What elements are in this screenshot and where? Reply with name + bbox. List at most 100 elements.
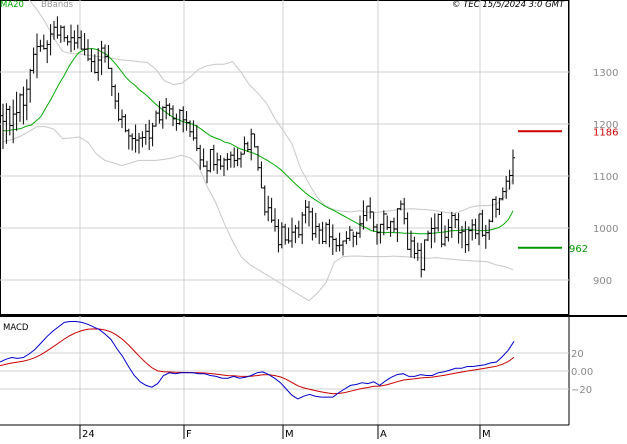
ohlc-bar: [133, 124, 138, 153]
ohlc-bar: [174, 113, 179, 131]
price-tick-label: 1300: [593, 68, 618, 79]
price-tick-label: 900: [593, 276, 612, 287]
time-tick-label: M: [482, 429, 491, 440]
ohlc-bar: [262, 185, 267, 216]
ohlc-bar: [235, 148, 240, 167]
price-tick-label: 1100: [593, 172, 618, 183]
ohlc-bar: [494, 196, 498, 218]
ohlc-bar: [58, 25, 63, 43]
ohlc-bar: [453, 213, 458, 228]
ohlc-bar: [480, 209, 485, 237]
ohlc-bar: [463, 221, 468, 253]
ohlc-bar: [266, 195, 271, 222]
ohlc-bar: [303, 199, 308, 224]
ohlc-bar: [106, 44, 111, 69]
ohlc-bar: [412, 236, 417, 259]
ohlc-bar: [361, 200, 366, 230]
ohlc-bar: [143, 124, 148, 145]
ohlc-bar: [211, 144, 216, 171]
bbands-lower: [2, 126, 514, 302]
ohlc-bar: [419, 243, 424, 278]
macd-tick-label: 0.00: [571, 367, 593, 378]
ohlc-bar: [130, 133, 135, 151]
ohlc-bars: [1, 16, 515, 278]
macd-axis: 20 0.00 −20: [571, 349, 593, 396]
ohlc-bar: [65, 35, 70, 46]
ohlc-bar: [31, 47, 36, 74]
ohlc-bar: [269, 197, 274, 223]
ohlc-bar: [11, 99, 16, 144]
ohlc-bar: [409, 230, 413, 258]
ohlc-bar: [208, 148, 213, 173]
ohlc-bar: [18, 93, 22, 122]
ohlc-bar: [368, 197, 373, 219]
ohlc-bar: [473, 218, 478, 239]
ohlc-bar: [188, 120, 192, 137]
ohlc-bar: [140, 131, 145, 148]
ohlc-bar: [89, 48, 94, 72]
ohlc-bar: [52, 21, 56, 40]
ohlc-bar: [4, 103, 9, 144]
ohlc-bar: [225, 153, 230, 171]
ohlc-bar: [184, 111, 189, 131]
ohlc-bar: [232, 147, 237, 168]
ohlc-bar: [439, 211, 444, 248]
ohlc-bar: [283, 223, 288, 245]
ohlc-bar: [181, 106, 186, 133]
ohlc-bar: [405, 212, 410, 250]
ohlc-bar: [388, 220, 393, 237]
ohlc-bar: [324, 222, 328, 245]
ohlc-bar: [228, 151, 233, 168]
price-tick-label: 1200: [593, 120, 618, 131]
ohlc-bar: [259, 161, 264, 189]
price-tick-label: 1000: [593, 224, 618, 235]
ohlc-bar: [215, 152, 220, 174]
ohlc-bar: [45, 40, 50, 64]
ohlc-bar: [364, 205, 369, 222]
ohlc-bar: [426, 230, 430, 241]
ohlc-bar: [82, 33, 87, 56]
macd-lines: [0, 321, 515, 400]
macd-label: MACD: [3, 323, 29, 333]
ohlc-bar: [310, 207, 315, 241]
macd-signal-line: [0, 328, 515, 395]
ohlc-bar: [466, 226, 471, 252]
ohlc-bar: [201, 148, 206, 168]
ohlc-bar: [290, 217, 294, 248]
time-tick-label: 24: [82, 429, 95, 440]
ohlc-bar: [341, 240, 345, 256]
ohlc-bar: [378, 223, 383, 244]
ohlc-bar: [177, 108, 182, 126]
ohlc-bar: [24, 79, 29, 121]
price-panel-frame: [0, 0, 569, 315]
ohlc-bar: [327, 219, 332, 248]
ohlc-bar: [194, 125, 199, 152]
reference-level-label: 1186: [593, 127, 618, 138]
ohlc-bar: [120, 109, 124, 129]
ohlc-bar: [249, 128, 254, 161]
ohlc-bar: [256, 145, 260, 171]
ohlc-bar: [69, 24, 73, 53]
ohlc-bar: [490, 198, 495, 223]
ohlc-bar: [205, 160, 209, 184]
ohlc-bar: [381, 210, 386, 236]
ohlc-bar: [395, 208, 400, 243]
ma20-legend: MA20: [0, 0, 24, 10]
ohlc-bar: [62, 25, 67, 42]
ohlc-bar: [218, 155, 223, 170]
ohlc-bar: [330, 224, 335, 256]
ohlc-bar: [344, 231, 349, 245]
ohlc-bar: [191, 120, 196, 141]
time-axis: 24 F M A M: [0, 424, 569, 440]
ohlc-bar: [113, 84, 118, 109]
ohlc-bar: [160, 106, 165, 129]
grid-lines: [0, 0, 569, 425]
ohlc-bar: [402, 197, 407, 225]
ohlc-bar: [28, 68, 33, 103]
ohlc-bar: [157, 101, 162, 124]
ohlc-bar: [422, 239, 427, 271]
ohlc-bar: [351, 229, 356, 248]
bbands-legend: BBands: [41, 0, 74, 10]
